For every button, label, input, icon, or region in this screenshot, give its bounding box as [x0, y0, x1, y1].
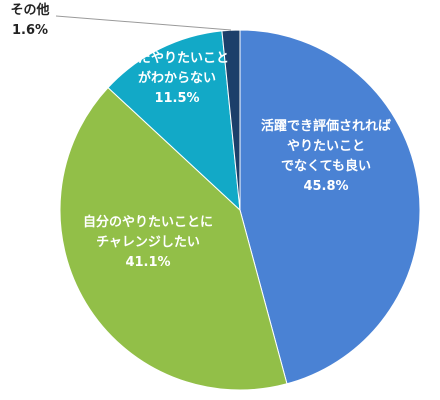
slice-category-label: やりたいこと: [287, 139, 365, 154]
other-leader-line: [55, 15, 232, 31]
pie-slices: [59, 29, 421, 391]
slice-active-evaluated-label: 活躍でき評価されればやりたいことでなくても良い 45.8%: [261, 118, 391, 194]
slice-category-label: チャレンジしたい: [96, 235, 200, 250]
slice-not-yet-known: [107, 30, 241, 212]
slice-other-label: その他 1.6%: [10, 2, 49, 38]
slice-category-label: 活躍でき評価されれば: [261, 118, 391, 134]
slice-category-label: その他: [10, 2, 49, 18]
slice-value-label: 11.5%: [154, 91, 199, 106]
slice-value-label: 1.6%: [12, 23, 48, 38]
slice-value-label: 41.1%: [125, 255, 170, 270]
slice-active-evaluated: [239, 29, 421, 385]
slice-not-yet-known-label: まだやりたいことがわからない 11.5%: [125, 51, 229, 106]
slice-category-label: 自分のやりたいことに: [83, 214, 213, 230]
slice-category-label: まだやりたいこと: [125, 51, 229, 66]
slice-challenge-own: [59, 86, 288, 391]
slice-category-label: でなくても良い: [281, 158, 371, 174]
slice-value-label: 45.8%: [303, 179, 348, 194]
pie-labels: 活躍でき評価されればやりたいことでなくても良い 45.8% 自分のやりたいことにチャ…: [10, 2, 391, 270]
slice-category-label: がわからない: [138, 70, 216, 86]
slice-challenge-own-label: 自分のやりたいことにチャレンジしたい 41.1%: [83, 214, 213, 270]
